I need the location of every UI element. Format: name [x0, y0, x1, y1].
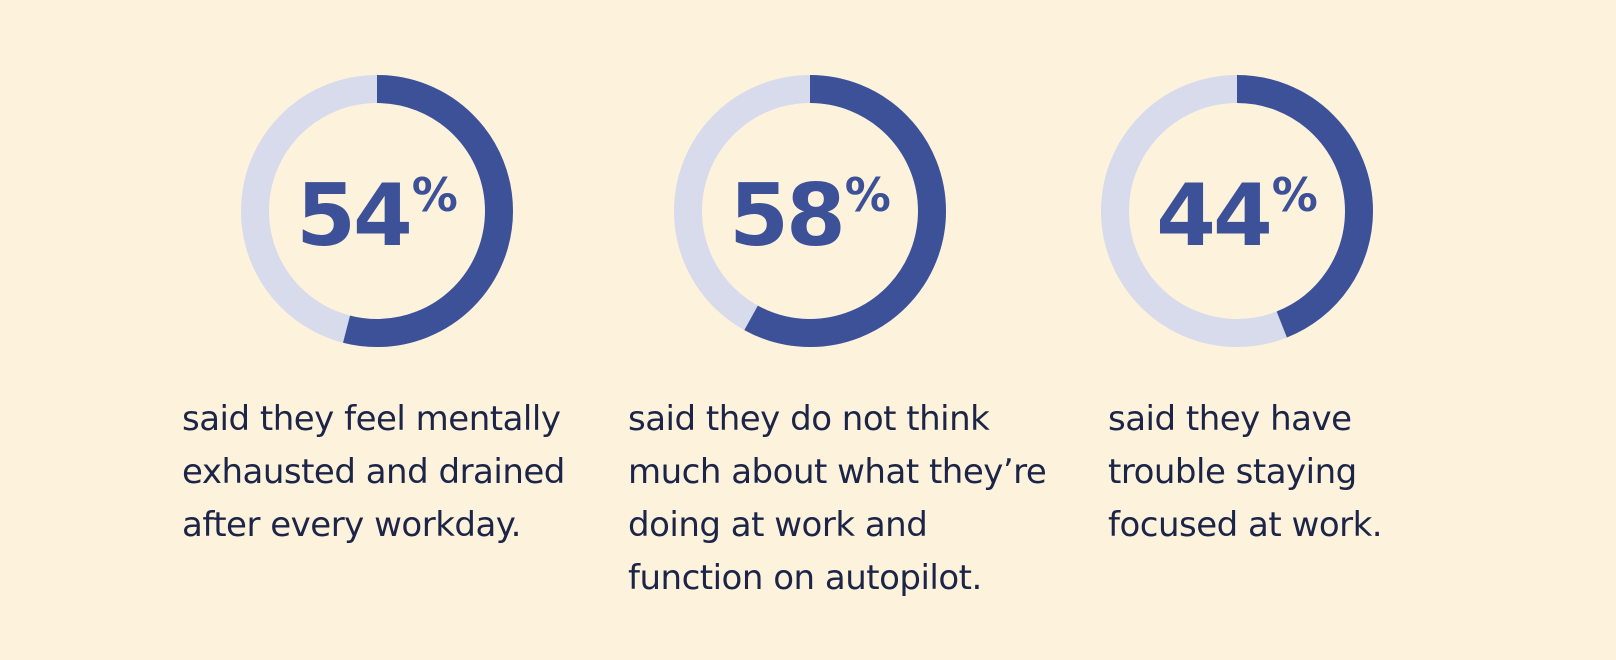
percent-value-2: 58 — [729, 166, 846, 266]
donut-chart-3: 44% — [1100, 74, 1374, 348]
donut-chart-2: 58% — [673, 74, 947, 348]
percent-label-1: 54% — [240, 74, 514, 348]
donut-arc-1 — [241, 75, 513, 347]
caption-2-line-1: said they do not think — [628, 399, 990, 439]
caption-2-line-3: doing at work and — [628, 505, 928, 545]
caption-3: said they have trouble staying focused a… — [1108, 393, 1383, 552]
stat-card-2: 58% said they do not think much about wh… — [0, 0, 1047, 660]
stat-card-1: 54% said they feel mentally exhausted an… — [0, 0, 565, 660]
percent-symbol-2: % — [844, 168, 891, 222]
percent-symbol-1: % — [411, 168, 458, 222]
percent-label-3: 44% — [1100, 74, 1374, 348]
caption-2-line-4: function on autopilot. — [628, 558, 982, 598]
percent-label-2: 58% — [673, 74, 947, 348]
donut-arc-2 — [674, 75, 946, 347]
caption-3-line-2: trouble staying — [1108, 452, 1357, 492]
percent-value-1: 54 — [296, 166, 413, 266]
donut-chart-1: 54% — [240, 74, 514, 348]
caption-1: said they feel mentally exhausted and dr… — [182, 393, 565, 552]
caption-3-line-1: said they have — [1108, 399, 1352, 439]
donut-arc-3 — [1101, 75, 1373, 347]
caption-1-line-1: said they feel mentally — [182, 399, 561, 439]
caption-3-line-3: focused at work. — [1108, 505, 1383, 545]
percent-symbol-3: % — [1271, 168, 1318, 222]
percent-value-3: 44 — [1156, 166, 1273, 266]
caption-1-line-3: after every workday. — [182, 505, 521, 545]
caption-2-line-2: much about what they’re — [628, 452, 1047, 492]
stat-card-3: 44% said they have trouble staying focus… — [0, 0, 1383, 660]
caption-1-line-2: exhausted and drained — [182, 452, 565, 492]
donut-svg-3 — [1101, 75, 1373, 347]
caption-2: said they do not think much about what t… — [628, 393, 1047, 605]
donut-svg-2 — [674, 75, 946, 347]
donut-svg-1 — [241, 75, 513, 347]
